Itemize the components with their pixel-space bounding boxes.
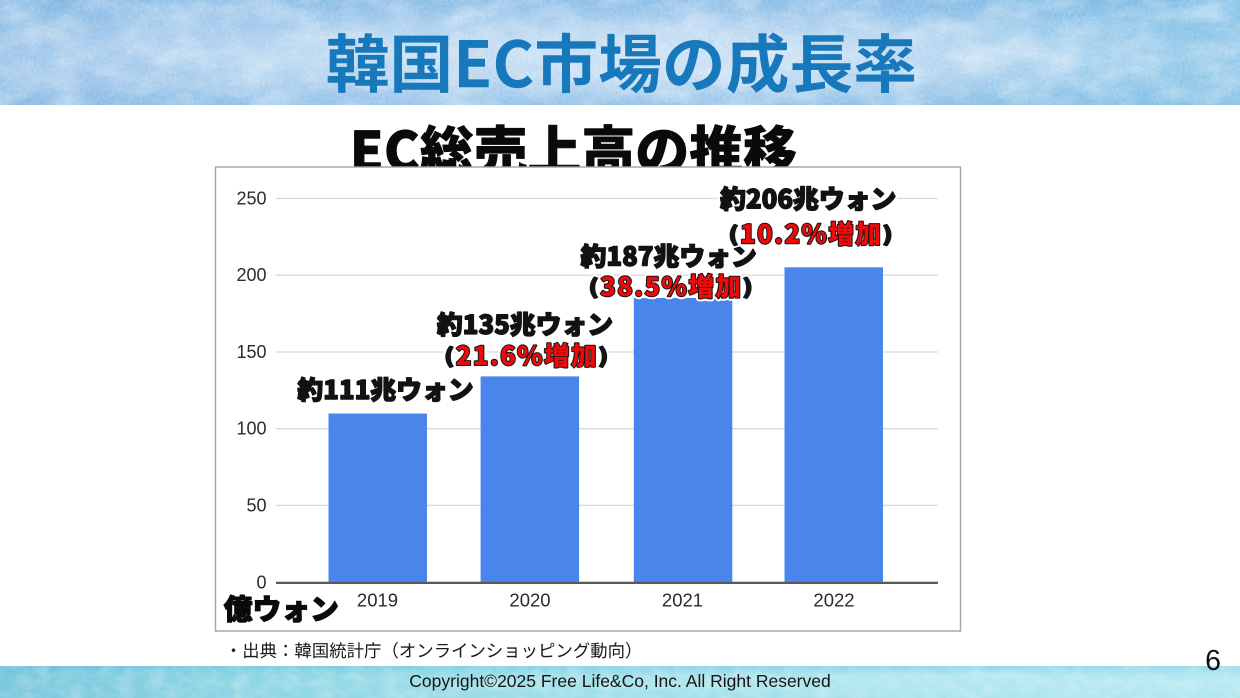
svg-text:50: 50 xyxy=(246,495,266,515)
svg-text:2020: 2020 xyxy=(509,590,550,611)
svg-text:2021: 2021 xyxy=(662,590,703,611)
svg-text:100: 100 xyxy=(236,419,266,439)
svg-text:Copyright©2025 Free Life&Co, I: Copyright©2025 Free Life&Co, Inc. All Ri… xyxy=(409,671,830,691)
svg-text:0: 0 xyxy=(256,572,266,592)
svg-text:150: 150 xyxy=(236,342,266,362)
svg-text:2019: 2019 xyxy=(357,590,398,611)
svg-text:200: 200 xyxy=(236,265,266,285)
svg-text:2022: 2022 xyxy=(813,590,854,611)
svg-text:250: 250 xyxy=(236,189,266,209)
svg-text:6: 6 xyxy=(1205,645,1221,677)
